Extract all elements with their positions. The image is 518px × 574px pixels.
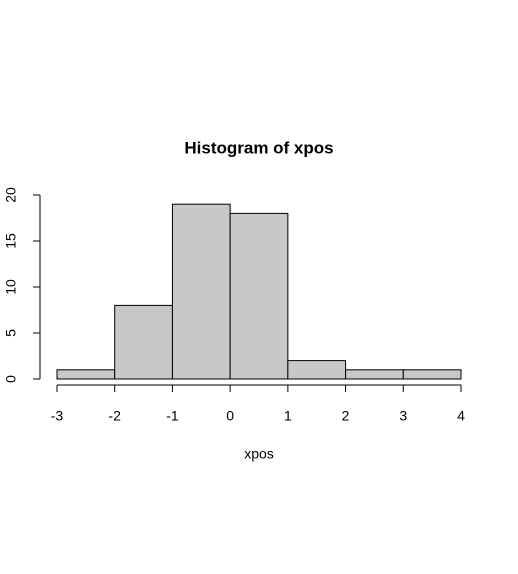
bar [229, 212, 289, 380]
y-tick-label: 10 [3, 279, 19, 295]
x-tick-label: -1 [166, 408, 179, 424]
x-tick-label: -3 [51, 408, 64, 424]
chart-title: Histogram of xpos [184, 138, 333, 157]
y-tick-label: 15 [3, 233, 19, 249]
x-tick-label: 1 [284, 408, 292, 424]
y-tick-label: 0 [3, 375, 19, 383]
x-tick-label: 3 [399, 408, 407, 424]
x-tick-label: -2 [108, 408, 121, 424]
bar [345, 369, 404, 380]
y-tick-label: 5 [3, 329, 19, 337]
bar [114, 304, 173, 380]
bar [287, 360, 347, 380]
x-tick-label: 4 [457, 408, 465, 424]
x-axis-label: xpos [244, 446, 274, 462]
bar [56, 369, 116, 380]
bar [171, 203, 231, 380]
x-tick-label: 2 [342, 408, 350, 424]
bar [402, 369, 462, 380]
x-tick-label: 0 [226, 408, 234, 424]
y-tick-label: 20 [3, 187, 19, 203]
